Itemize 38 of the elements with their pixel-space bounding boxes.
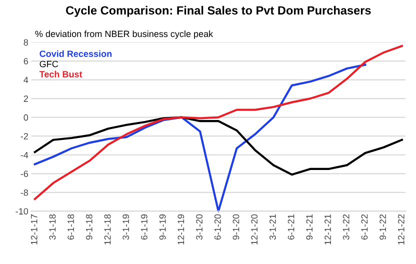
- x-tick-label: 6-1-20: [214, 214, 221, 240]
- x-tick-label: 6-1-21: [288, 214, 294, 240]
- x-tick-label: 9-1-22: [380, 214, 386, 240]
- y-tick-label: 8: [24, 39, 28, 46]
- x-tick-label: 3-1-19: [122, 214, 130, 240]
- chart-title: Cycle Comparison: Final Sales to Pvt Dom Purchasers: [66, 6, 371, 17]
- x-tick-label: 6-1-22: [361, 214, 368, 240]
- y-tick-label: 6: [24, 58, 28, 64]
- y-axis-title: % deviation from NBER business cycle peak: [35, 30, 214, 39]
- line-series: [34, 116, 403, 176]
- x-tick-label: 9-1-20: [232, 214, 240, 240]
- x-tick-label: 6-1-18: [68, 214, 74, 240]
- x-tick-label: 12-1-18: [104, 214, 111, 244]
- x-tick-label: 12-1-22: [398, 214, 404, 244]
- x-tick-label: 9-1-18: [86, 214, 92, 240]
- text: Tech Bust: [39, 70, 82, 78]
- y-tick-label: 4: [24, 76, 28, 84]
- x-tick-label: 12-1-19: [178, 214, 184, 244]
- x-tick-label: 9-1-19: [159, 214, 166, 240]
- x-tick-label: 6-1-19: [141, 214, 148, 240]
- y-tick-label: -2: [20, 133, 28, 140]
- x-tick-label: 12-1-17: [30, 214, 38, 244]
- x-tick-label: 12-1-20: [251, 214, 258, 244]
- text: Covid Recession: [40, 50, 112, 57]
- x-tick-label: 3-1-21: [269, 214, 276, 240]
- y-tick-label: 0: [24, 114, 28, 121]
- x-tick-label: 3-1-18: [49, 214, 56, 240]
- y-tick-label: -8: [20, 189, 28, 196]
- line-series: [34, 44, 403, 200]
- y-tick-label: -10: [16, 208, 28, 215]
- x-tick-label: 12-1-21: [324, 214, 331, 244]
- x-tick-label: 3-1-22: [342, 214, 350, 240]
- y-tick-label: -4: [20, 152, 28, 158]
- x-tick-label: 3-1-20: [196, 214, 202, 240]
- text: GFC: [40, 60, 58, 68]
- x-tick-label: 9-1-21: [306, 214, 313, 240]
- y-tick-label: 2: [24, 96, 28, 102]
- y-tick-label: -6: [20, 170, 28, 178]
